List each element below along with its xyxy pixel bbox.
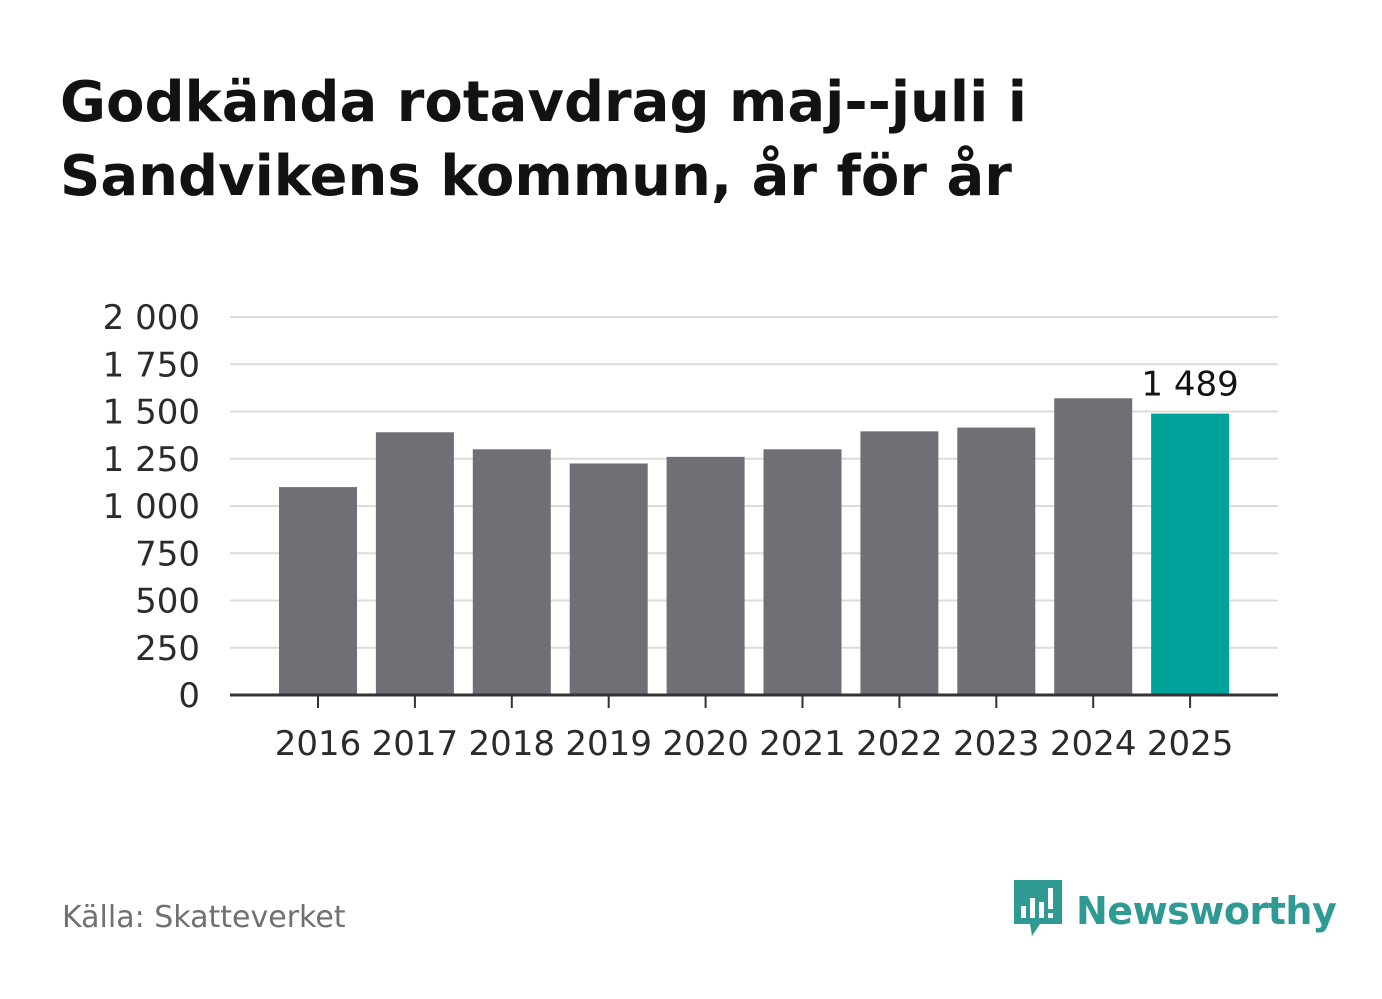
y-tick-label: 750 <box>135 534 200 574</box>
chart-title: Godkända rotavdrag maj--juli i Sandviken… <box>60 70 1027 209</box>
source-note: Källa: Skatteverket <box>62 900 346 935</box>
y-tick-label: 1 750 <box>103 345 200 385</box>
x-tick-label: 2020 <box>662 724 749 764</box>
y-axis-ticks: 0 250 500 750 1 000 1 250 1 500 1 750 2 000 <box>103 298 200 716</box>
brand-name: Newsworthy <box>1076 888 1337 933</box>
bar-2022 <box>860 431 939 695</box>
newsworthy-logo-icon <box>1010 878 1066 943</box>
y-tick-label: 1 000 <box>103 487 200 527</box>
bar-2021 <box>763 449 842 695</box>
data-label: 1 489 <box>1141 365 1238 405</box>
bar-2019 <box>569 463 648 695</box>
bar-2023 <box>957 427 1036 695</box>
x-tick-label: 2019 <box>565 724 652 764</box>
bars <box>279 398 1230 695</box>
x-tick-label: 2016 <box>275 724 362 764</box>
x-tick-label: 2018 <box>469 724 556 764</box>
y-tick-label: 1 250 <box>103 440 200 480</box>
y-tick-label: 0 <box>178 676 200 716</box>
x-axis: 2016 2017 2018 2019 2020 2021 2022 2023 2024 2025 <box>230 693 1278 764</box>
bar-2018 <box>472 449 551 695</box>
brand-logo: Newsworthy <box>1010 878 1337 943</box>
x-tick-label: 2023 <box>953 724 1040 764</box>
bar-2024 <box>1054 398 1133 695</box>
bar-2016 <box>279 487 357 695</box>
x-tick-label: 2025 <box>1147 724 1234 764</box>
x-tick-label: 2022 <box>856 724 943 764</box>
x-tick-label: 2021 <box>759 724 846 764</box>
y-tick-label: 250 <box>135 629 200 669</box>
y-tick-label: 2 000 <box>103 298 200 338</box>
x-tick-label: 2017 <box>372 724 459 764</box>
y-tick-label: 1 500 <box>103 393 200 433</box>
bar-2020 <box>666 456 745 695</box>
bar-2017 <box>375 432 454 695</box>
bar-2025 <box>1151 413 1230 695</box>
data-labels: 1 489 <box>1141 365 1238 405</box>
x-tick-label: 2024 <box>1050 724 1137 764</box>
y-tick-label: 500 <box>135 582 200 622</box>
